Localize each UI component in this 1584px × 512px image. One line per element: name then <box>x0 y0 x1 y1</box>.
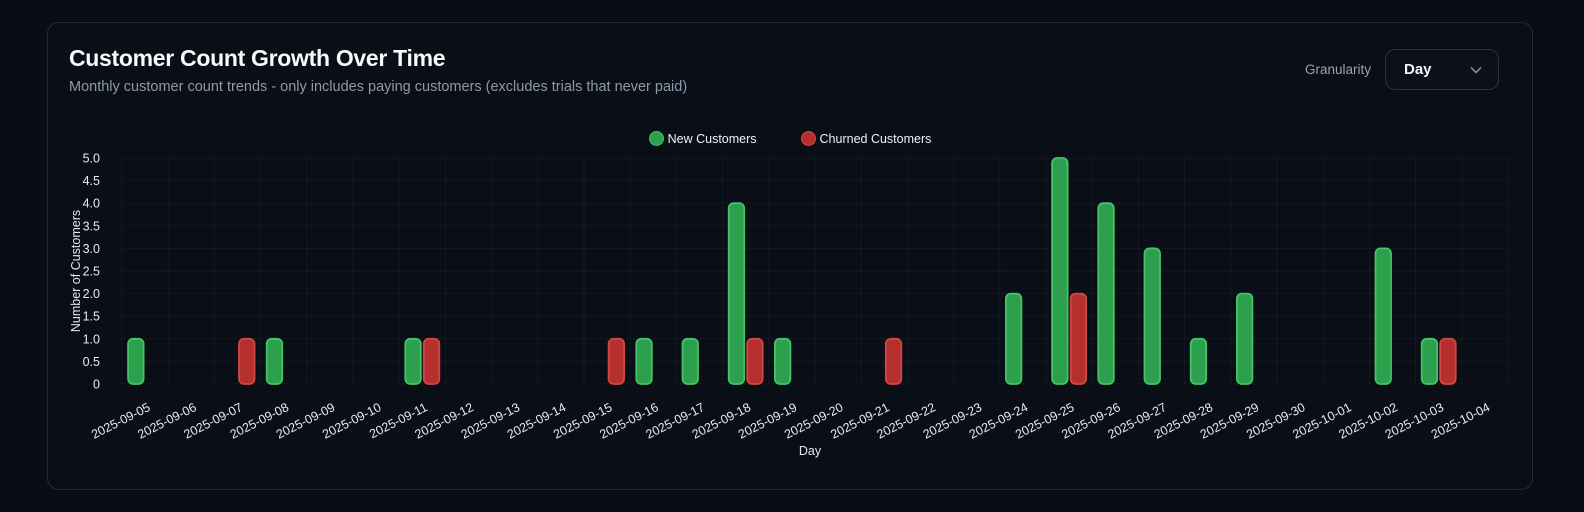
y-tick-label: 2.0 <box>83 287 100 301</box>
bar-churned-2025-09-21[interactable] <box>884 337 903 385</box>
bar-churned-2025-09-15[interactable] <box>607 337 625 385</box>
bar-new-2025-09-16[interactable] <box>635 337 653 385</box>
y-tick-label: 2.5 <box>83 265 100 279</box>
page-subtitle: Monthly customer count trends - only inc… <box>69 79 688 95</box>
card-header: Customer Count Growth Over Time Monthly … <box>69 45 687 95</box>
bar-new-2025-09-19[interactable] <box>774 337 792 385</box>
legend-label: Churned Customers <box>819 131 932 146</box>
granularity-label: Granularity <box>1304 62 1371 77</box>
bar-new-2025-09-08[interactable] <box>265 337 284 385</box>
x-axis-title: Day <box>799 444 822 458</box>
bar-churned-2025-09-11[interactable] <box>422 337 441 385</box>
y-axis-title: Number of Customers <box>69 210 83 332</box>
chart-legend: New Customers Churned Customers <box>48 131 1532 146</box>
y-tick-label: 3.0 <box>83 242 100 256</box>
y-tick-label: 5.0 <box>83 152 100 166</box>
bar-churned-2025-09-07[interactable] <box>238 337 256 385</box>
bar-churned-2025-09-25[interactable] <box>1069 292 1087 385</box>
legend-item-churned-customers: Churned Customers <box>800 131 932 146</box>
bar-new-2025-09-29[interactable] <box>1236 292 1254 385</box>
legend-dot-red-icon <box>800 131 816 146</box>
bar-new-2025-09-17[interactable] <box>681 337 699 385</box>
granularity-selected-value: Day <box>1404 61 1432 78</box>
legend-dot-green-icon <box>648 131 664 146</box>
y-tick-label: 1.5 <box>83 310 100 324</box>
bar-new-2025-09-26[interactable] <box>1097 202 1115 385</box>
y-tick-label: 4.0 <box>83 197 100 211</box>
granularity-control: Granularity Day <box>1305 49 1499 90</box>
bar-new-2025-09-25[interactable] <box>1051 157 1069 385</box>
bar-new-2025-09-05[interactable] <box>127 337 145 385</box>
bar-new-2025-09-28[interactable] <box>1189 337 1208 385</box>
page-title: Customer Count Growth Over Time <box>69 45 446 71</box>
y-tick-label: 3.5 <box>83 219 100 233</box>
chart-card: Customer Count Growth Over Time Monthly … <box>47 22 1533 490</box>
legend-label: New Customers <box>667 131 757 146</box>
bar-churned-2025-09-18[interactable] <box>746 337 764 385</box>
bar-new-2025-09-11[interactable] <box>404 337 422 385</box>
legend-item-new-customers: New Customers <box>648 131 757 146</box>
bar-new-2025-09-27[interactable] <box>1143 247 1161 385</box>
bar-new-2025-10-02[interactable] <box>1374 247 1392 385</box>
chevron-down-icon <box>1470 66 1482 73</box>
bar-churned-2025-10-03[interactable] <box>1439 337 1457 385</box>
y-tick-label: 0.5 <box>83 355 100 369</box>
bar-new-2025-09-24[interactable] <box>1005 292 1023 385</box>
bar-new-2025-10-03[interactable] <box>1420 337 1439 385</box>
granularity-select[interactable]: Day <box>1385 49 1499 90</box>
y-tick-label: 0 <box>93 378 100 392</box>
bar-new-2025-09-18[interactable] <box>727 202 746 385</box>
y-tick-label: 4.5 <box>83 174 100 188</box>
y-tick-label: 1.0 <box>83 332 100 346</box>
